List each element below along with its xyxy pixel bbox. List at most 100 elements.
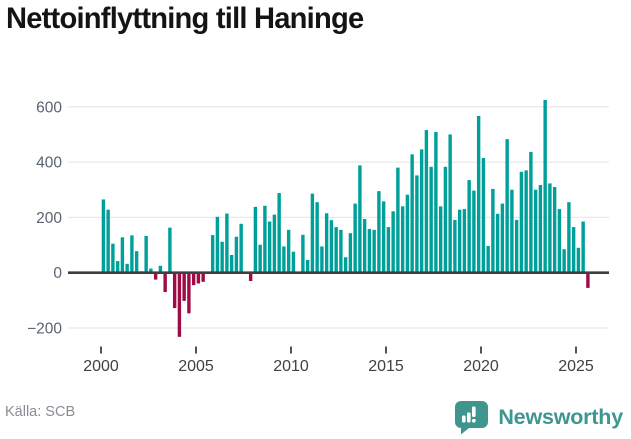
chart-title: Nettoinflyttning till Haninge — [6, 2, 364, 35]
bar-positive — [377, 191, 381, 273]
bar-positive — [225, 213, 229, 273]
bar-positive — [396, 167, 400, 273]
bar-positive — [476, 115, 481, 273]
bar-positive — [467, 180, 471, 273]
y-axis-label: 600 — [36, 99, 62, 116]
bar-positive — [567, 202, 571, 273]
y-axis-label: 0 — [53, 265, 62, 282]
bar-positive — [576, 247, 581, 273]
newsworthy-logo[interactable]: Newsworthy — [454, 400, 623, 435]
newsworthy-icon — [455, 401, 489, 435]
x-axis-label: 2025 — [558, 358, 594, 375]
bar-negative — [172, 272, 177, 309]
bar-negative — [163, 272, 167, 293]
bar-positive — [125, 263, 129, 273]
bar-positive — [548, 183, 552, 273]
bar-positive — [405, 194, 410, 273]
bar-positive — [462, 209, 467, 273]
bar-positive — [130, 235, 134, 273]
bar-positive — [391, 211, 395, 273]
bar-positive — [277, 193, 281, 273]
bar-positive — [353, 203, 357, 273]
bar-positive — [272, 214, 277, 273]
bar-negative — [196, 272, 201, 284]
bar-glyph-1 — [462, 415, 466, 423]
bar-positive — [438, 206, 443, 273]
x-axis-label: 2000 — [83, 358, 119, 375]
bar-positive — [348, 233, 353, 273]
y-axis-label: −200 — [27, 321, 62, 338]
bar-positive — [419, 149, 424, 273]
bar-positive — [239, 223, 243, 273]
bar-positive — [543, 99, 547, 273]
bar-positive — [315, 202, 319, 273]
bar-positive — [491, 188, 495, 273]
bar-positive — [106, 209, 110, 273]
bar-positive — [111, 243, 115, 273]
bar-positive — [429, 166, 433, 273]
x-axis-label: 2015 — [368, 358, 404, 375]
bar-negative — [153, 272, 158, 280]
bar-positive — [158, 265, 163, 273]
bar-positive — [134, 251, 139, 273]
bar-positive — [258, 244, 262, 273]
bar-positive — [101, 199, 106, 273]
bar-positive — [149, 268, 153, 273]
bar-positive — [514, 219, 519, 273]
bar-positive — [529, 151, 533, 273]
bar-positive — [362, 219, 367, 273]
bar-positive — [339, 229, 343, 273]
x-axis-label: 2020 — [463, 358, 499, 375]
bar-positive — [524, 170, 528, 273]
bar-positive — [367, 229, 372, 273]
bar-negative — [182, 272, 186, 301]
bar-positive — [301, 234, 305, 273]
x-axis-label: 2010 — [273, 358, 309, 375]
bar-positive — [234, 236, 239, 273]
bar-positive — [372, 229, 376, 273]
bar-positive — [144, 235, 148, 273]
bar-positive — [448, 134, 452, 273]
brand-name: Newsworthy — [498, 405, 623, 429]
bar-positive — [310, 193, 315, 273]
bar-positive — [519, 171, 524, 273]
bar-positive — [424, 130, 429, 273]
bar-positive — [434, 131, 438, 273]
bar-positive — [220, 241, 224, 273]
bar-positive — [486, 245, 490, 273]
bar-positive — [168, 227, 172, 273]
bar-positive — [229, 255, 234, 273]
bar-positive — [263, 205, 267, 273]
bar-positive — [286, 229, 291, 273]
bar-positive — [571, 227, 576, 273]
bar-positive — [358, 165, 362, 273]
exclamation-bar-glyph — [472, 406, 476, 417]
bar-negative — [187, 272, 191, 314]
bar-negative — [586, 272, 590, 288]
bar-positive — [291, 251, 296, 273]
bar-positive — [329, 220, 334, 273]
bar-positive — [215, 216, 220, 273]
bar-positive — [533, 189, 538, 273]
bar-positive — [581, 221, 585, 273]
bar-negative — [191, 272, 196, 286]
bar-positive — [481, 157, 486, 273]
bar-positive — [282, 246, 286, 273]
bar-positive — [267, 221, 272, 273]
bar-positive — [324, 213, 329, 273]
bar-positive — [472, 190, 476, 273]
bar-positive — [381, 201, 386, 273]
bar-positive — [562, 249, 566, 273]
bar-positive — [557, 209, 562, 273]
bar-positive — [453, 219, 457, 273]
speech-bubble-shape — [455, 401, 489, 435]
bar-positive — [120, 237, 125, 273]
bar-positive — [334, 227, 338, 273]
bar-positive — [443, 166, 448, 273]
bar-negative — [248, 272, 253, 281]
y-axis-label: 400 — [36, 155, 62, 172]
bar-negative — [177, 272, 182, 337]
bar-negative — [201, 272, 205, 282]
bar-positive — [410, 154, 414, 273]
exclamation-dot-glyph — [472, 419, 476, 423]
